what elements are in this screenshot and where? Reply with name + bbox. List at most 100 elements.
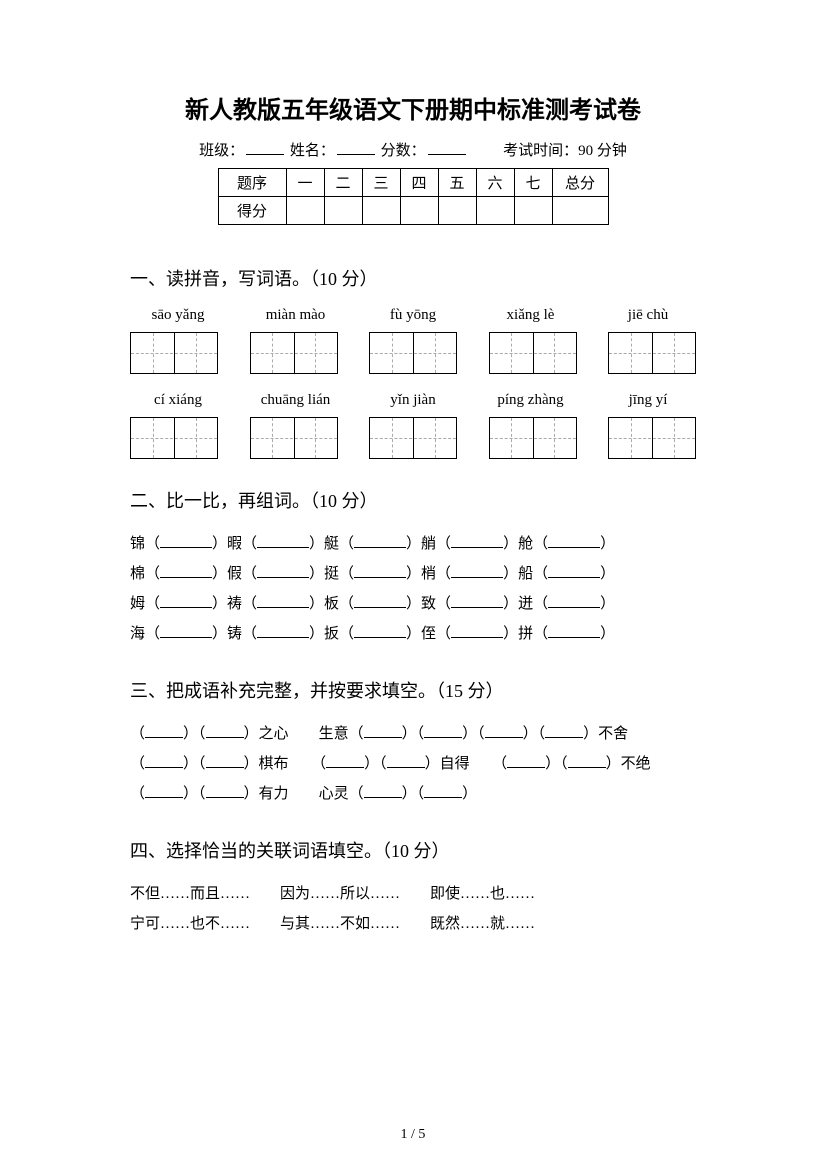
q3-text: ）（ (183, 756, 206, 772)
table-cell: 五 (438, 169, 476, 197)
table-cell: 得分 (218, 197, 286, 225)
table-cell[interactable] (514, 197, 552, 225)
answer-blank[interactable] (206, 724, 244, 738)
writing-grid[interactable] (369, 332, 457, 374)
writing-grid[interactable] (250, 417, 338, 459)
table-cell[interactable] (286, 197, 324, 225)
q2-text: 锦（ (130, 536, 160, 552)
writing-grid[interactable] (130, 332, 218, 374)
answer-blank[interactable] (364, 724, 402, 738)
table-cell[interactable] (362, 197, 400, 225)
table-cell[interactable] (476, 197, 514, 225)
q3-text: ）棋布 (244, 756, 289, 772)
answer-blank[interactable] (145, 784, 183, 798)
answer-blank[interactable] (257, 564, 309, 578)
answer-blank[interactable] (424, 784, 462, 798)
q3-text: 心灵（ (319, 786, 364, 802)
table-cell[interactable] (324, 197, 362, 225)
answer-blank[interactable] (548, 594, 600, 608)
score-blank[interactable] (428, 154, 466, 155)
answer-blank[interactable] (145, 724, 183, 738)
answer-blank[interactable] (451, 564, 503, 578)
writing-grid-row (130, 332, 696, 374)
answer-blank[interactable] (257, 594, 309, 608)
q2-text: ） (600, 566, 615, 582)
answer-blank[interactable] (160, 594, 212, 608)
q3-text: （ (130, 786, 145, 802)
q3-text: ）不舍 (583, 726, 628, 742)
q2-line: 锦（）暇（）艇（）艄（）舱（） (130, 529, 696, 559)
answer-blank[interactable] (354, 534, 406, 548)
q3-text: ）（ (523, 726, 546, 742)
exam-time-label: 考试时间：90 分钟 (503, 143, 627, 159)
writing-grid[interactable] (130, 417, 218, 459)
writing-grid[interactable] (250, 332, 338, 374)
q3-text: ） (462, 726, 477, 742)
pinyin-label: chuāng lián (248, 392, 344, 409)
writing-grid[interactable] (369, 417, 457, 459)
answer-blank[interactable] (354, 624, 406, 638)
section-2-title: 二、比一比，再组词。（10 分） (130, 487, 696, 513)
answer-blank[interactable] (206, 754, 244, 768)
writing-grid[interactable] (489, 332, 577, 374)
section-4-options-1: 不但……而且…… 因为……所以…… 即使……也…… (130, 879, 696, 909)
answer-blank[interactable] (545, 724, 583, 738)
pinyin-label: miàn mào (248, 307, 344, 324)
writing-grid[interactable] (489, 417, 577, 459)
answer-blank[interactable] (451, 594, 503, 608)
section-1-title: 一、读拼音，写词语。（10 分） (130, 265, 696, 291)
answer-blank[interactable] (160, 564, 212, 578)
answer-blank[interactable] (424, 724, 462, 738)
q2-text: ）拼（ (503, 626, 548, 642)
name-label: 姓名： (290, 143, 335, 159)
q2-text: ）船（ (503, 566, 548, 582)
answer-blank[interactable] (451, 534, 503, 548)
page-number: 1 / 5 (0, 1127, 826, 1143)
writing-grid[interactable] (608, 417, 696, 459)
section-3-title: 三、把成语补充完整，并按要求填空。（15 分） (130, 677, 696, 703)
answer-blank[interactable] (507, 754, 545, 768)
answer-blank[interactable] (485, 724, 523, 738)
q2-text: ） (600, 626, 615, 642)
answer-blank[interactable] (548, 624, 600, 638)
pinyin-label: jiē chù (600, 307, 696, 324)
class-blank[interactable] (246, 154, 284, 155)
answer-blank[interactable] (451, 624, 503, 638)
table-cell[interactable] (400, 197, 438, 225)
name-blank[interactable] (337, 154, 375, 155)
answer-blank[interactable] (160, 534, 212, 548)
q3-line: （）（）棋布 （）（）自得 （）（）不绝 (130, 749, 696, 779)
score-label: 分数： (381, 143, 426, 159)
answer-blank[interactable] (257, 624, 309, 638)
answer-blank[interactable] (354, 564, 406, 578)
answer-blank[interactable] (326, 754, 364, 768)
q3-text: ）（ (402, 786, 425, 802)
table-cell[interactable] (552, 197, 608, 225)
answer-blank[interactable] (145, 754, 183, 768)
answer-blank[interactable] (257, 534, 309, 548)
q3-line: （）（）之心 生意（）（）（）（）不舍 (130, 719, 696, 749)
answer-blank[interactable] (364, 784, 402, 798)
answer-blank[interactable] (160, 624, 212, 638)
q2-text: ） (600, 596, 615, 612)
section-3-body: （）（）之心 生意（）（）（）（）不舍（）（）棋布 （）（）自得 （）（）不绝（… (130, 719, 696, 809)
pinyin-label: sāo yǎng (130, 307, 226, 324)
answer-blank[interactable] (548, 564, 600, 578)
q3-text: ）有力 (244, 786, 289, 802)
answer-blank[interactable] (387, 754, 425, 768)
writing-grid[interactable] (608, 332, 696, 374)
section-4-title: 四、选择恰当的关联词语填空。（10 分） (130, 837, 696, 863)
gap (289, 756, 319, 772)
gap (289, 726, 319, 742)
answer-blank[interactable] (568, 754, 606, 768)
q3-text: （ (500, 756, 508, 772)
table-cell: 题序 (218, 169, 286, 197)
pinyin-label: fù yōng (365, 307, 461, 324)
q2-text: ）致（ (406, 596, 451, 612)
table-cell[interactable] (438, 197, 476, 225)
q3-text: ）之心 (244, 726, 289, 742)
q3-text: （ (130, 756, 145, 772)
answer-blank[interactable] (206, 784, 244, 798)
answer-blank[interactable] (548, 534, 600, 548)
answer-blank[interactable] (354, 594, 406, 608)
